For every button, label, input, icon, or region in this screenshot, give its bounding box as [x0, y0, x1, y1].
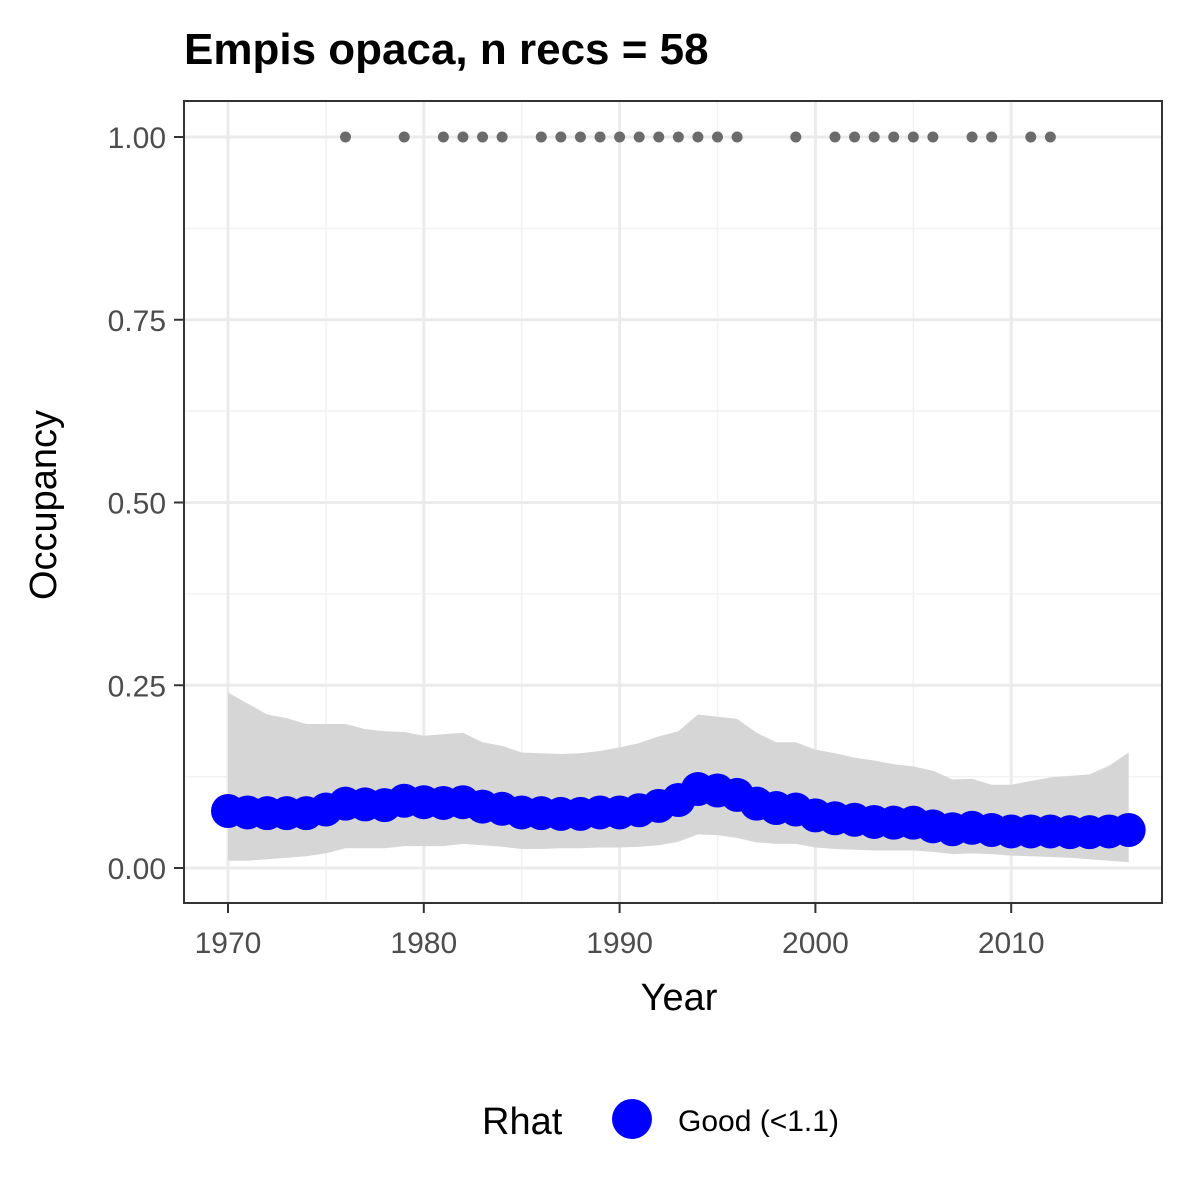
detection-point	[849, 131, 861, 143]
detection-point	[692, 131, 704, 143]
detection-point	[966, 131, 978, 143]
legend-swatch-good	[612, 1099, 652, 1139]
detection-point	[398, 131, 410, 143]
detection-point	[672, 131, 684, 143]
detection-point	[594, 131, 606, 143]
detection-point	[829, 131, 841, 143]
detection-point	[477, 131, 489, 143]
occupancy-series	[211, 772, 1146, 850]
detection-point	[339, 131, 351, 143]
y-tick-label: 0.75	[108, 305, 166, 338]
detection-point	[1025, 131, 1037, 143]
detection-point	[1044, 131, 1056, 143]
y-tick-label: 1.00	[108, 122, 166, 155]
y-axis-title: Occupancy	[23, 410, 65, 600]
legend-title: Rhat	[482, 1101, 563, 1143]
y-tick-label: 0.25	[108, 670, 166, 703]
detection-point	[653, 131, 665, 143]
detection-point	[888, 131, 900, 143]
x-tick-label: 1970	[195, 927, 262, 960]
chart-title: Empis opaca, n recs = 58	[184, 25, 709, 74]
x-axis-title: Year	[641, 977, 718, 1019]
detection-point	[535, 131, 547, 143]
x-tick-label: 1980	[390, 927, 457, 960]
detection-point	[457, 131, 469, 143]
detection-points	[339, 131, 1056, 143]
detection-point	[633, 131, 645, 143]
legend: Rhat Good (<1.1)	[482, 1099, 839, 1143]
detection-point	[614, 131, 626, 143]
detection-point	[907, 131, 919, 143]
detection-point	[927, 131, 939, 143]
y-tick-label: 0.00	[108, 853, 166, 886]
detection-point	[986, 131, 998, 143]
detection-point	[712, 131, 723, 143]
detection-point	[496, 131, 508, 143]
occupancy-point	[1111, 812, 1146, 847]
detection-point	[437, 131, 449, 143]
detection-point	[731, 131, 743, 143]
x-tick-label: 1990	[586, 927, 653, 960]
detection-point	[790, 131, 802, 143]
y-tick-label: 0.50	[108, 488, 166, 521]
x-tick-labels: 1970 1980 1990 2000 2010	[195, 927, 1045, 960]
x-tick-label: 2010	[978, 927, 1045, 960]
detection-point	[868, 131, 880, 143]
detection-point	[574, 131, 586, 143]
detection-point	[555, 131, 567, 143]
y-tick-labels: 0.00 0.25 0.50 0.75 1.00	[108, 122, 166, 886]
axis-ticks	[174, 136, 1013, 913]
legend-label-good: Good (<1.1)	[678, 1105, 839, 1138]
x-tick-label: 2000	[782, 927, 849, 960]
